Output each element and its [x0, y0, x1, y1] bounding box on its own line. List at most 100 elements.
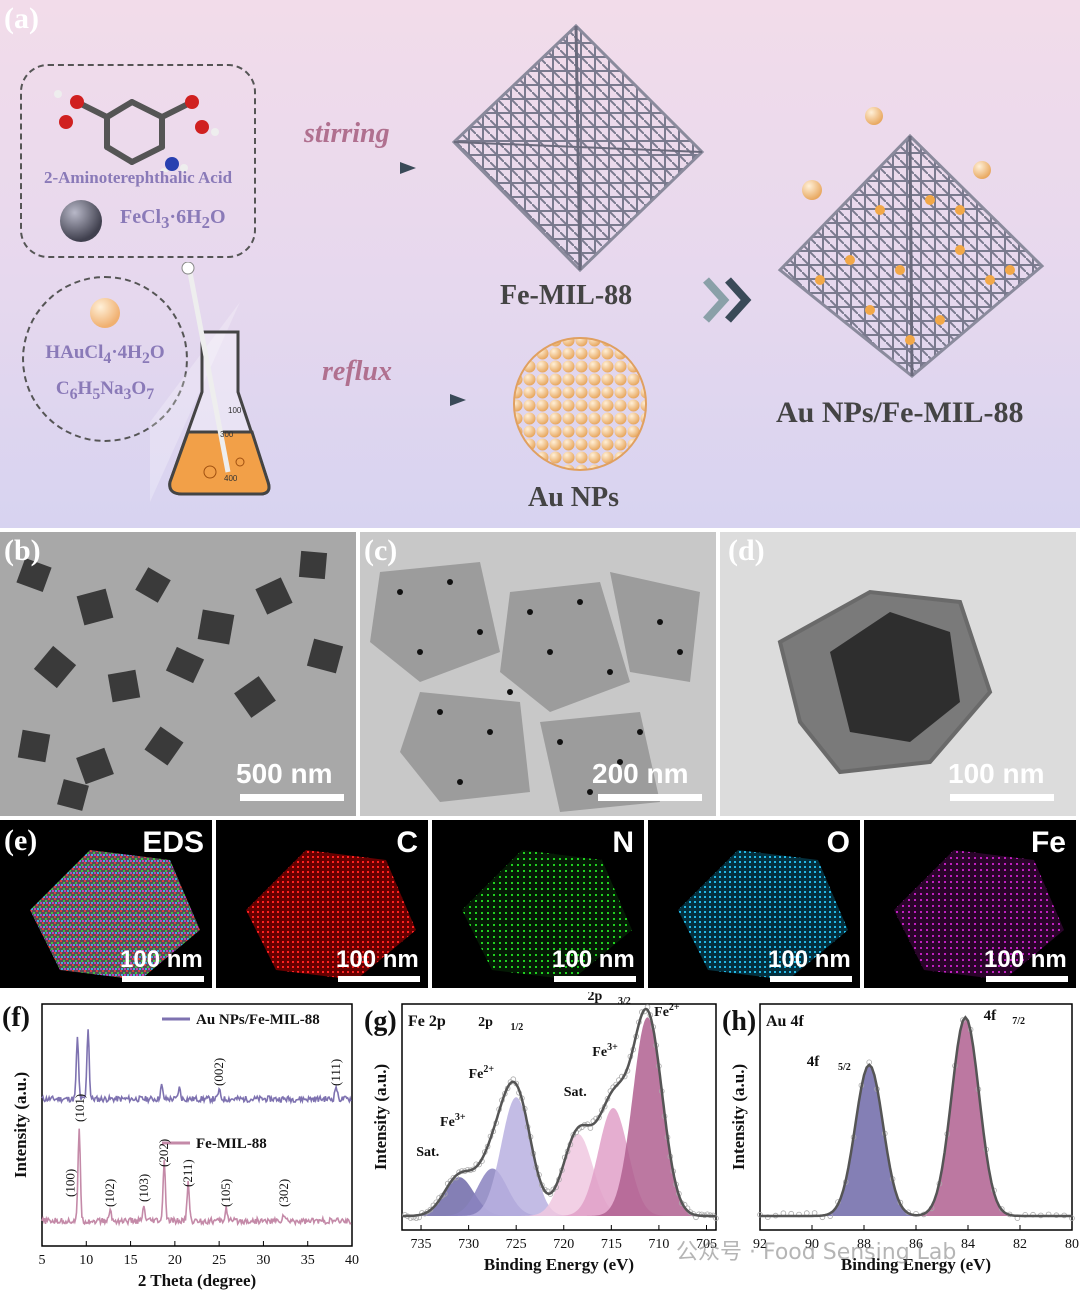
chart-g-component-5 — [402, 1017, 716, 1216]
xrd-ann-bottom-3: (103) — [136, 1174, 151, 1202]
panel-label-b: (b) — [4, 534, 41, 567]
panel-label-a: (a) — [4, 2, 39, 35]
chart-h-component-1 — [760, 1017, 1072, 1216]
au4f-chart: (h) Au 4f 92 90 88 86 84 82 80 Binding Energy (eV… — [722, 1003, 1079, 1274]
eds-map-o: O 100 nm — [648, 820, 860, 988]
panel-label-f: (f) — [2, 1002, 30, 1033]
fe-ann-sat-2: Sat. — [564, 1085, 587, 1100]
gold-precursor-circle: HAuCl4·4H2O C6H5Na3O7 — [22, 276, 188, 442]
chart-g-xtick-label-2: 725 — [506, 1237, 527, 1252]
fe2p-chart: (g) Fe 2p 735 730 725 720 715 710 705 Binding Ene… — [364, 992, 719, 1274]
chart-g-envelope — [403, 1007, 716, 1218]
eds-scale-text-3: 100 nm — [768, 946, 851, 973]
chart-g-component-3 — [402, 1133, 716, 1216]
xrd-series-1 — [41, 1128, 352, 1227]
reagent-box: 2-Aminoterephthalic Acid FeCl3·6H2O — [20, 64, 256, 258]
eds-scale-bar-1 — [338, 976, 420, 982]
xrd-xtick-label-0: 5 — [39, 1253, 46, 1268]
eds-map-fe: Fe 100 nm — [864, 820, 1076, 988]
chart-g-xlabel: Binding Energy (eV) — [484, 1255, 634, 1274]
scale-text-d: 100 nm — [948, 758, 1045, 789]
eds-particle-fe — [894, 850, 1064, 980]
xrd-ann-top-1: (111) — [328, 1059, 343, 1086]
flask-mark-1: 100 — [228, 406, 242, 415]
xrd-xtick-label-1: 10 — [79, 1253, 93, 1268]
flask-mark-3: 400 — [224, 474, 238, 483]
composite-pyramid-icon — [777, 107, 1045, 378]
chart-h-ylabel: Intensity (a.u.) — [729, 1064, 748, 1170]
chart-g-xtick-label-1: 730 — [458, 1237, 479, 1252]
xrd-ann-bottom-4: (202) — [156, 1139, 171, 1167]
chart-h-xtick-label-2: 88 — [857, 1237, 871, 1252]
tem-panel-b: (b) 500 nm — [0, 532, 356, 816]
molecule-icon — [54, 90, 219, 172]
eds-map-overlay: (e) EDS 100 nm — [0, 820, 212, 988]
tem-image-c — [360, 532, 716, 816]
scheme-panel: (a) 2-Aminoterephthalic Acid FeCl3·6H2O — [0, 0, 1080, 528]
xrd-ann-bottom-0: (100) — [62, 1169, 77, 1197]
panel-label-c: (c) — [364, 534, 398, 567]
au-ann-4f72-sub: 7/2 — [1012, 1016, 1025, 1027]
au-nps-label: Au NPs — [528, 482, 620, 513]
eds-scale-bar-3 — [770, 976, 852, 982]
fe-mil-pyramid-icon — [451, 23, 705, 273]
xrd-ann-bottom-5: (211) — [180, 1159, 195, 1187]
xrd-xtick-label-7: 40 — [345, 1253, 359, 1268]
chart-h-frame — [759, 1003, 1073, 1231]
eds-particle-o — [678, 850, 848, 980]
chart-h-xtick-label-0: 92 — [753, 1237, 767, 1252]
au-nps-cluster-icon — [513, 337, 647, 471]
chart-h-xtick-label-3: 86 — [909, 1237, 923, 1252]
eds-particle-c — [246, 850, 416, 980]
fe-ann-2p12: 2p — [478, 1015, 493, 1030]
eds-scale-bar-2 — [554, 976, 636, 982]
fe-ann-sat-1: Sat. — [416, 1145, 439, 1160]
scale-bar-d — [950, 794, 1054, 801]
fe-ann-fe2-1: Fe2+ — [469, 1064, 495, 1082]
xrd-xlabel: 2 Theta (degree) — [138, 1271, 256, 1290]
chart-h-xtick-label-1: 90 — [805, 1237, 819, 1252]
composite-label: Au NPs/Fe-MIL-88 — [776, 396, 1024, 429]
xrd-xtick-label-6: 35 — [301, 1253, 315, 1268]
citrate-label: C6H5Na3O7 — [55, 378, 155, 403]
eds-scale-text-4: 100 nm — [984, 946, 1067, 973]
xrd-ann-bottom-2: (102) — [102, 1179, 117, 1207]
fe-ann-2p12-sub: 1/2 — [510, 1022, 523, 1033]
eds-scale-bar-4 — [986, 976, 1068, 982]
scale-text-c: 200 nm — [592, 758, 689, 789]
tem-image-d — [720, 532, 1076, 816]
scale-bar-b — [240, 794, 344, 801]
chart-g-title: Fe 2p — [408, 1013, 446, 1030]
eds-title-overlay: EDS — [142, 826, 204, 859]
chart-g-xtick-label-3: 720 — [553, 1237, 574, 1252]
xrd-ann-top-0: (002) — [211, 1058, 226, 1086]
fe-sphere-icon — [60, 200, 102, 242]
xrd-frame — [41, 1003, 353, 1247]
eds-particle-n — [462, 850, 632, 980]
fe-ann-fe3-2: Fe3+ — [592, 1042, 618, 1060]
chart-g-xtick-label-5: 710 — [648, 1237, 669, 1252]
watermark-text: 公众号 · Food Sensing Lab — [676, 1240, 957, 1265]
xrd-xtick-label-5: 30 — [256, 1253, 270, 1268]
xrd-chart: (f) 5 10 15 20 25 30 35 40 2 Theta (degree) Intens… — [2, 1002, 359, 1290]
chart-g-panel-label: (g) — [364, 1006, 397, 1037]
eds-title-n: N — [612, 826, 634, 859]
fe-ann-2p32-sub: 3/2 — [618, 996, 631, 1007]
haucl4-label: HAuCl4·4H2O — [45, 342, 165, 367]
tem-panel-c: (c) 200 nm — [360, 532, 716, 816]
stirring-arrow-icon — [282, 162, 416, 174]
chart-g-xtick-label-0: 735 — [411, 1237, 432, 1252]
chart-g-component-1 — [402, 1168, 716, 1216]
fe-ann-2p32: 2p — [588, 992, 603, 1004]
eds-title-c: C — [396, 826, 418, 859]
eds-map-c: C 100 nm — [216, 820, 428, 988]
chart-g-ylabel: Intensity (a.u.) — [371, 1064, 390, 1170]
xrd-xtick-label-3: 20 — [168, 1253, 182, 1268]
chart-h-xlabel: Binding Energy (eV) — [841, 1255, 991, 1274]
tem-image-b — [0, 532, 356, 816]
flask-mark-2: 300 — [220, 430, 234, 439]
chart-h-xtick-label-5: 82 — [1013, 1237, 1027, 1252]
fecl3-label: FeCl3·6H2O — [120, 206, 226, 232]
reflux-label: reflux — [322, 356, 392, 387]
scale-bar-c — [598, 794, 702, 801]
